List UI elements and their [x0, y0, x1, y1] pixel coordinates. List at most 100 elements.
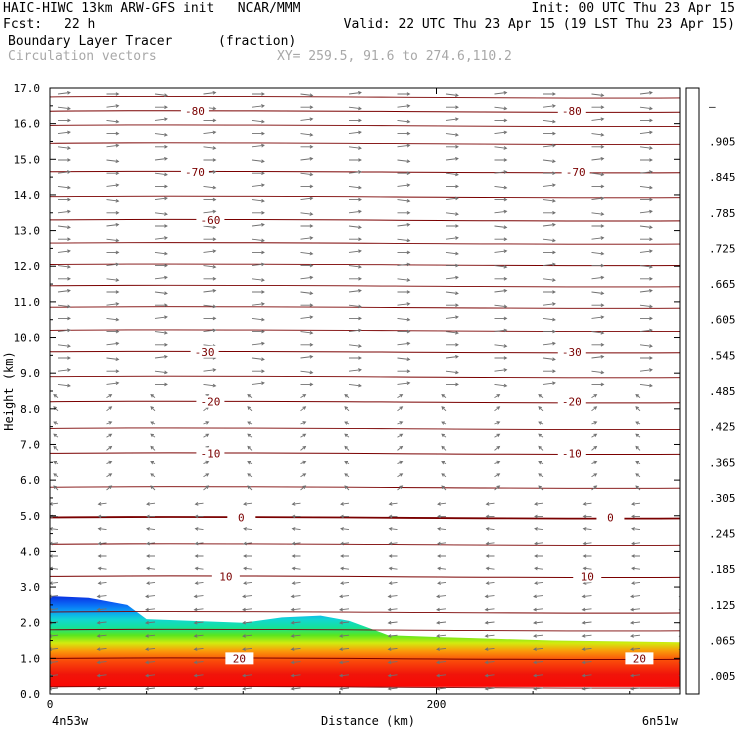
circulation-vector	[154, 172, 168, 177]
circulation-vector	[635, 473, 641, 478]
circulation-vector	[57, 106, 71, 111]
circulation-vector	[387, 686, 398, 691]
circulation-vector	[203, 90, 217, 95]
circulation-vector	[591, 172, 605, 177]
circulation-vector	[679, 528, 680, 529]
circulation-vector	[485, 502, 495, 506]
y-tick-label: 17.0	[14, 82, 41, 95]
circulation-vector	[300, 263, 314, 268]
circulation-vector	[437, 554, 446, 558]
isotherm-line	[50, 685, 680, 689]
circulation-vector	[494, 368, 508, 372]
circulation-vector	[397, 406, 404, 412]
circulation-vector	[639, 288, 653, 293]
circulation-vector	[193, 594, 204, 599]
circulation-vector	[97, 527, 107, 531]
circulation-vector	[203, 421, 210, 425]
y-tick-label: 4.0	[20, 545, 40, 558]
circulation-vector	[243, 566, 253, 571]
circulation-vector	[494, 237, 508, 241]
isotherm-label-bg	[596, 511, 625, 524]
circulation-vector	[436, 620, 447, 625]
circulation-vector	[639, 225, 653, 230]
circulation-vector	[96, 634, 107, 638]
circulation-vector	[397, 381, 411, 386]
circulation-vector	[397, 92, 411, 96]
circulation-vector	[437, 527, 447, 531]
circulation-vector	[533, 673, 544, 678]
circulation-vector	[194, 514, 204, 519]
circulation-vector	[397, 460, 404, 465]
isotherm-label-bg	[557, 345, 586, 358]
isotherm-line	[50, 284, 680, 288]
circulation-vector	[193, 634, 204, 638]
circulation-vector	[58, 356, 71, 360]
circulation-vector	[247, 394, 253, 398]
circulation-vector	[340, 566, 350, 571]
y-tick-label: 8.0	[20, 403, 40, 416]
circulation-vector	[397, 222, 411, 227]
circulation-vector	[300, 251, 314, 256]
circulation-vector	[397, 394, 404, 398]
circulation-vector	[581, 634, 592, 638]
circulation-vector	[145, 594, 156, 599]
circulation-vector	[106, 445, 113, 451]
circulation-vector	[445, 93, 459, 98]
circulation-vector	[339, 620, 350, 625]
circulation-vector	[582, 502, 592, 506]
circulation-vector	[58, 158, 71, 162]
circulation-vector	[542, 222, 556, 227]
circulation-vector	[348, 209, 362, 214]
circulation-vector	[591, 251, 605, 256]
circulation-vector	[640, 158, 653, 162]
circulation-vector	[441, 406, 447, 412]
circulation-vector	[679, 504, 680, 505]
circulation-vector	[348, 225, 362, 230]
colorbar-label: .125	[709, 599, 736, 612]
isotherm-label-bg	[625, 652, 654, 665]
circulation-vector	[445, 156, 459, 161]
circulation-vector	[106, 329, 120, 334]
circulation-vector	[494, 130, 508, 135]
circulation-vector	[436, 607, 447, 612]
circulation-vector	[446, 343, 459, 347]
colorbar-label: —	[709, 100, 716, 113]
circulation-vector	[106, 143, 120, 148]
circulation-vector	[57, 383, 71, 388]
circulation-vector	[591, 156, 605, 161]
circulation-vector	[678, 661, 680, 664]
isotherm-label: 0	[607, 512, 614, 525]
circulation-vector	[635, 433, 641, 438]
circulation-vector	[53, 485, 59, 491]
circulation-vector	[203, 130, 217, 135]
circulation-vector	[639, 304, 653, 309]
isotherm-label-bg	[573, 570, 602, 583]
circulation-vector	[290, 634, 301, 638]
circulation-vector	[242, 634, 253, 638]
circulation-vector	[689, 446, 694, 450]
circulation-vector	[581, 594, 592, 599]
circulation-vector	[106, 250, 120, 255]
circulation-vector	[243, 554, 252, 558]
circulation-vector	[106, 159, 120, 164]
circulation-vector	[494, 264, 508, 269]
colorbar-label: .185	[709, 563, 736, 576]
circulation-vector	[155, 224, 168, 228]
circulation-vector	[446, 105, 459, 109]
circulation-vector	[441, 445, 447, 451]
y-tick-label: 16.0	[14, 118, 41, 131]
y-tick-label: 9.0	[20, 367, 40, 380]
circulation-vector	[591, 145, 605, 149]
circulation-vector	[340, 541, 350, 546]
circulation-vector	[53, 394, 59, 398]
y-tick-label: 5.0	[20, 510, 40, 523]
circulation-vector	[639, 328, 653, 333]
circulation-vector	[484, 607, 495, 612]
circulation-vector	[397, 278, 411, 282]
isotherm-label-bg	[180, 165, 209, 178]
colorbar-label: .005	[709, 670, 736, 683]
circulation-vector	[251, 222, 265, 227]
circulation-vector	[57, 90, 71, 95]
circulation-vector	[106, 104, 120, 108]
circulation-vector	[436, 673, 447, 678]
